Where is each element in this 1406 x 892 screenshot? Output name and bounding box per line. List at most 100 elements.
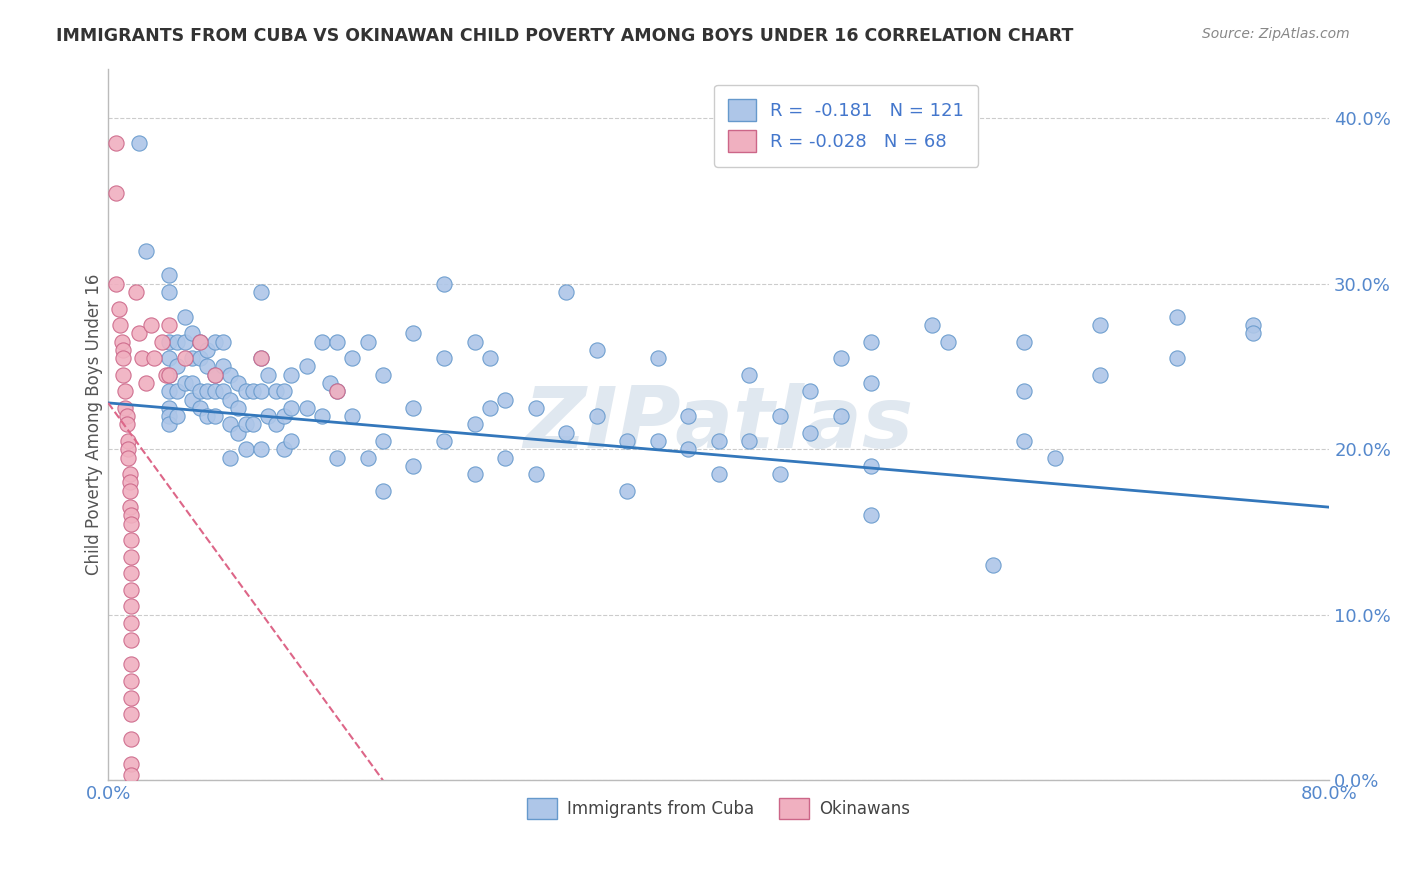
Point (295, 401, 318, 415)
Point (226, 425, 249, 440)
Point (585, 409, 607, 424)
Point (104, 186, 127, 200)
Point (226, 376, 249, 390)
Point (936, 334, 959, 349)
Point (295, 359, 318, 374)
Point (204, 409, 226, 424)
Point (1012, 434, 1035, 448)
Point (211, 384, 233, 399)
Point (188, 334, 211, 349)
Point (118, 475, 141, 490)
Point (110, 318, 132, 332)
Point (120, 690, 142, 705)
Point (157, 368, 180, 382)
Point (371, 434, 394, 448)
Point (173, 376, 195, 390)
Point (433, 434, 456, 448)
Point (166, 384, 188, 399)
Point (830, 351, 852, 366)
Point (219, 417, 242, 432)
Point (273, 442, 295, 457)
Point (124, 285, 146, 299)
Point (166, 409, 188, 424)
Legend: Immigrants from Cuba, Okinawans: Immigrants from Cuba, Okinawans (520, 792, 917, 825)
Point (707, 467, 730, 481)
Point (211, 359, 233, 374)
Point (128, 326, 150, 341)
Point (264, 417, 287, 432)
Point (860, 508, 883, 523)
Point (204, 368, 226, 382)
Point (120, 768, 142, 782)
Point (173, 334, 195, 349)
Point (676, 409, 699, 424)
Point (120, 731, 142, 746)
Point (235, 442, 257, 457)
Point (769, 409, 792, 424)
Point (257, 368, 280, 382)
Point (257, 409, 280, 424)
Point (342, 409, 364, 424)
Point (524, 467, 547, 481)
Point (799, 384, 821, 399)
Point (1166, 310, 1188, 324)
Point (117, 434, 139, 448)
Point (463, 467, 485, 481)
Point (197, 409, 219, 424)
Point (104, 277, 127, 291)
Point (311, 334, 333, 349)
Point (114, 401, 136, 415)
Point (830, 409, 852, 424)
Point (433, 277, 456, 291)
Point (155, 368, 177, 382)
Point (356, 450, 378, 465)
Point (120, 516, 142, 531)
Point (235, 384, 257, 399)
Point (555, 285, 578, 299)
Point (1043, 450, 1066, 465)
Point (135, 376, 157, 390)
Point (1090, 368, 1112, 382)
Point (402, 458, 425, 473)
Point (204, 368, 226, 382)
Point (188, 334, 211, 349)
Point (188, 401, 211, 415)
Point (921, 318, 943, 332)
Point (219, 368, 242, 382)
Point (157, 401, 180, 415)
Point (128, 136, 150, 150)
Point (157, 351, 180, 366)
Point (326, 450, 349, 465)
Point (647, 434, 669, 448)
Point (108, 301, 131, 316)
Point (226, 401, 249, 415)
Point (250, 384, 273, 399)
Point (273, 384, 295, 399)
Point (738, 434, 761, 448)
Point (219, 450, 242, 465)
Point (181, 392, 204, 407)
Point (188, 351, 211, 366)
Point (204, 334, 226, 349)
Point (242, 417, 264, 432)
Point (1090, 318, 1112, 332)
Point (120, 707, 142, 722)
Point (173, 310, 195, 324)
Point (1241, 318, 1264, 332)
Point (219, 392, 242, 407)
Text: Source: ZipAtlas.com: Source: ZipAtlas.com (1202, 27, 1350, 41)
Point (280, 401, 302, 415)
Point (197, 343, 219, 357)
Point (494, 450, 516, 465)
Point (250, 351, 273, 366)
Point (120, 508, 142, 523)
Point (860, 458, 883, 473)
Point (738, 368, 761, 382)
Point (647, 351, 669, 366)
Point (120, 756, 142, 771)
Point (433, 351, 456, 366)
Point (616, 483, 638, 498)
Point (242, 384, 264, 399)
Point (112, 343, 135, 357)
Point (280, 434, 302, 448)
